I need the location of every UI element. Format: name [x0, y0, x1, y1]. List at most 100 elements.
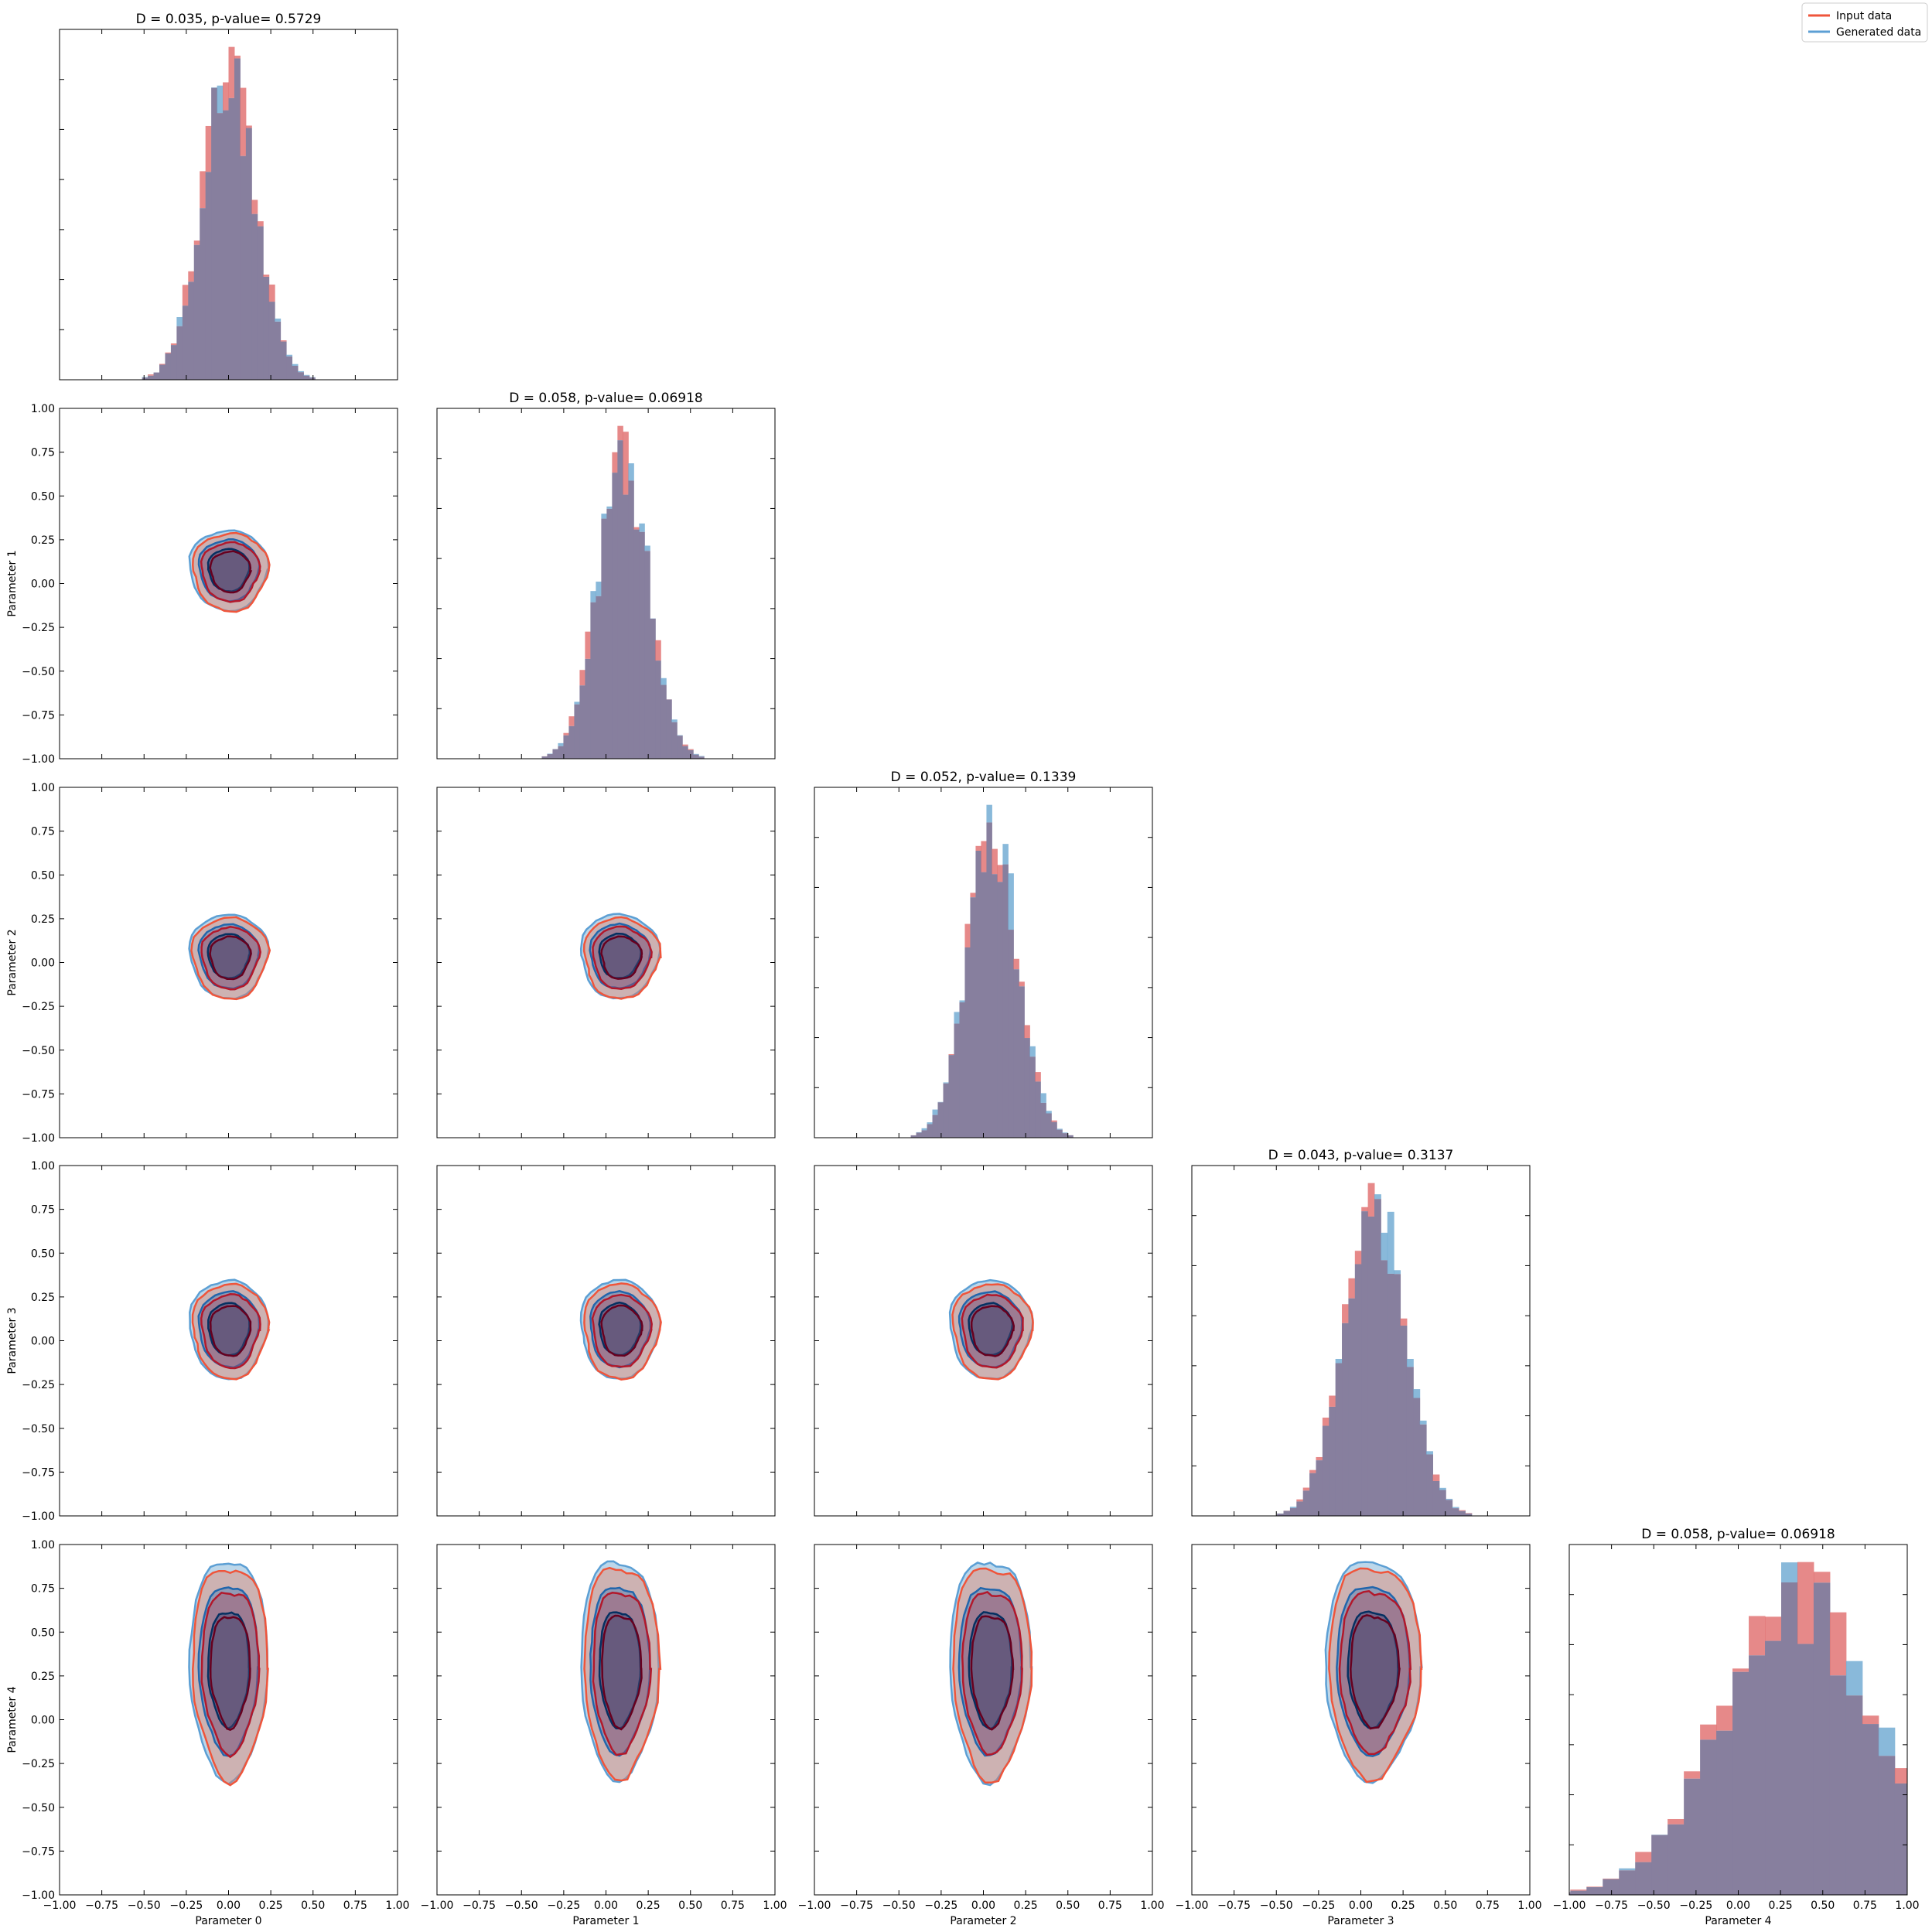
- hist-bar-input: [240, 87, 247, 156]
- hist-bar-overlap: [1419, 1424, 1427, 1516]
- contours: [579, 913, 662, 1000]
- hist-bar-input: [188, 271, 195, 282]
- hist-bar-overlap: [1013, 969, 1019, 1138]
- hist-bar-generated: [916, 1132, 923, 1133]
- y-tick-label: 0.75: [31, 447, 55, 459]
- input-contour-2: [601, 1614, 643, 1731]
- hist-bar-overlap: [1667, 1824, 1685, 1895]
- hist-bar-overlap: [1439, 1490, 1446, 1516]
- contour-panel-4-2: −1.00 −0.75 −0.50 −0.25 0.00 0.25 0.50 0.75 1.00: [798, 1544, 1165, 1912]
- input-contour-2: [209, 550, 253, 594]
- hist-bar-generated: [1419, 1420, 1427, 1425]
- hist-bar-input: [223, 82, 229, 111]
- hist-bar-overlap: [1813, 1582, 1831, 1895]
- hist-bar-input: [251, 200, 258, 214]
- hist-bar-overlap: [1302, 1490, 1310, 1516]
- hist-bar-overlap: [921, 1130, 928, 1138]
- hist-bar-overlap: [1732, 1671, 1749, 1895]
- hist-bar-overlap: [1911, 1808, 1927, 1895]
- hist-bar-overlap: [937, 1102, 944, 1138]
- input-contour-2: [1350, 1614, 1401, 1730]
- y-tick-label: −0.75: [22, 709, 55, 722]
- hist-bar-overlap: [286, 356, 293, 380]
- hist-bar-input: [975, 845, 981, 852]
- hist-bar-input: [263, 275, 270, 277]
- hist-bar-input: [1348, 1278, 1356, 1299]
- x-tick-label: 0.00: [1349, 1900, 1373, 1912]
- hist-bar-input: [1716, 1705, 1733, 1731]
- hist-bar-generated: [176, 317, 183, 326]
- hist-bar-overlap: [628, 480, 634, 759]
- hist-bar-input: [1013, 958, 1019, 970]
- x-tick-label: 1.00: [763, 1900, 787, 1912]
- input-contour-2: [600, 1304, 643, 1357]
- y-tick-label: −0.25: [22, 1001, 55, 1013]
- x-tick-label: −0.25: [1302, 1900, 1335, 1912]
- hist-bar-generated: [596, 582, 602, 596]
- hist-bar-overlap: [292, 365, 299, 380]
- hist-bar-overlap: [612, 473, 618, 759]
- hist-bar-overlap: [205, 172, 212, 380]
- hist-bar-generated: [986, 804, 992, 823]
- x-tick-label: −1.00: [43, 1900, 77, 1912]
- hist-bar-generated: [1029, 1046, 1036, 1057]
- hist-bar-overlap: [1635, 1862, 1652, 1895]
- hist-bar-overlap: [217, 113, 224, 380]
- hist-bar-overlap: [148, 375, 155, 380]
- x-tick-label: 0.50: [1433, 1900, 1457, 1912]
- y-tick-label: −0.25: [22, 1379, 55, 1391]
- hist-bar-overlap: [959, 1002, 965, 1138]
- y-tick-label: −0.25: [22, 1758, 55, 1770]
- hist-bar-input: [170, 343, 177, 346]
- hist-bar-generated: [943, 1082, 949, 1084]
- panel-title: D = 0.052, p-value= 0.1339: [891, 770, 1077, 785]
- hist-bar-input: [193, 240, 200, 245]
- hist-bar-input: [1894, 1768, 1907, 1784]
- hist-bar-input: [1667, 1818, 1685, 1824]
- y-tick-label: −0.75: [22, 1088, 55, 1101]
- hist-bar-overlap: [1586, 1887, 1603, 1895]
- y-axis-label: Parameter 1: [6, 550, 19, 616]
- hist-bar-generated: [1387, 1211, 1394, 1274]
- x-tick-label: 1.00: [1895, 1900, 1919, 1912]
- hist-bar-input: [612, 452, 618, 473]
- hist-bar-generated: [1040, 1093, 1046, 1103]
- hist-bar-overlap: [1446, 1500, 1453, 1516]
- hist-bar-generated: [574, 701, 580, 705]
- hist-bar-generated: [954, 1012, 960, 1024]
- contours: [189, 1278, 271, 1381]
- hist-bar-input: [245, 125, 252, 128]
- hist-bar-overlap: [165, 353, 172, 380]
- x-tick-label: 0.00: [971, 1900, 995, 1912]
- y-tick-label: 0.50: [31, 490, 55, 503]
- hist-bar-overlap: [590, 602, 596, 759]
- x-tick-label: −0.50: [882, 1900, 916, 1912]
- panel-title: D = 0.043, p-value= 0.3137: [1268, 1148, 1454, 1163]
- hist-bar-input: [1309, 1469, 1316, 1473]
- hist-bar-overlap: [943, 1083, 949, 1138]
- hist-bar-generated: [275, 318, 282, 322]
- hist-panel-3: D = 0.043, p-value= 0.3137: [1191, 1148, 1531, 1517]
- hist-bar-overlap: [596, 596, 602, 759]
- hist-bar-overlap: [1008, 930, 1014, 1138]
- hist-bar-overlap: [558, 746, 564, 759]
- hist-bar-input: [1354, 1251, 1362, 1265]
- hist-bar-generated: [606, 506, 613, 509]
- hist-bar-overlap: [1062, 1133, 1068, 1138]
- hist-bar-overlap: [1780, 1582, 1798, 1895]
- hist-bar-overlap: [633, 529, 640, 759]
- generated-contour-2: [207, 1611, 251, 1730]
- hist-bar-input: [970, 893, 976, 898]
- hist-bar-generated: [211, 87, 218, 88]
- input-contour-2: [209, 935, 252, 981]
- hist-bar-overlap: [601, 518, 607, 759]
- x-tick-label: 1.00: [385, 1900, 409, 1912]
- hist-bar-generated: [1911, 1807, 1927, 1808]
- hist-bar-input: [200, 171, 207, 209]
- hist-bar-generated: [601, 514, 607, 519]
- hist-bar-overlap: [153, 372, 160, 380]
- y-tick-label: 1.00: [31, 1160, 55, 1173]
- x-tick-label: −0.75: [1217, 1900, 1251, 1912]
- hist-bar-generated: [660, 678, 667, 685]
- hist-bar-overlap: [1619, 1870, 1636, 1895]
